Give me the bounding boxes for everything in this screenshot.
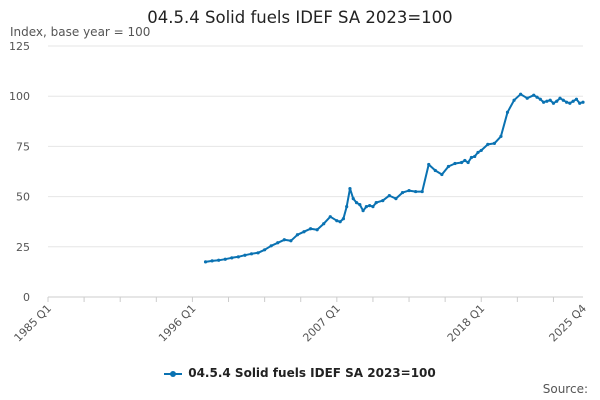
data-point [433, 168, 437, 173]
data-point [459, 160, 464, 165]
data-point [499, 134, 503, 138]
data-point [338, 220, 342, 224]
x-tick-label: 2007 Q1 [300, 302, 343, 345]
y-axis: 0 25 50 75 100 125 [9, 40, 30, 304]
data-point [542, 100, 546, 104]
data-point [446, 164, 451, 169]
data-point [545, 99, 549, 103]
x-tick-label: 2025 Q4 [547, 302, 590, 345]
data-point [289, 239, 293, 243]
data-point [453, 161, 457, 166]
x-tick-label: 1985 Q1 [12, 302, 55, 345]
data-point [532, 93, 536, 97]
y-tick-label: 75 [16, 140, 30, 153]
data-point [371, 205, 375, 209]
series-layer [203, 92, 585, 264]
data-point [381, 199, 385, 203]
data-point [519, 92, 523, 96]
data-point [427, 162, 431, 167]
data-point [525, 96, 529, 100]
data-point [351, 197, 355, 201]
source-label: Source: [542, 382, 588, 396]
legend[interactable]: 04.5.4 Solid fuels IDEF SA 2023=100 [0, 366, 600, 380]
data-point [535, 95, 539, 99]
data-point [203, 260, 208, 264]
chart-title: 04.5.4 Solid fuels IDEF SA 2023=100 [147, 8, 453, 27]
data-point [486, 142, 490, 146]
data-point [243, 253, 247, 257]
y-axis-label: Index, base year = 100 [10, 25, 151, 39]
data-point [473, 154, 477, 159]
data-point [335, 219, 339, 223]
y-tick-label: 50 [16, 191, 30, 204]
data-point [548, 98, 552, 102]
data-point [361, 209, 365, 213]
data-point [463, 158, 467, 163]
grid-lines [48, 45, 583, 248]
data-point [345, 205, 349, 209]
series-line [205, 93, 584, 263]
data-point [230, 256, 234, 260]
data-point [512, 98, 516, 102]
data-point [581, 100, 585, 104]
data-point [223, 257, 227, 261]
data-point [571, 99, 575, 103]
data-point [578, 101, 582, 105]
data-point [420, 189, 424, 194]
data-point [564, 100, 569, 104]
data-point [466, 160, 470, 165]
data-point [368, 204, 372, 208]
data-point [302, 230, 306, 234]
data-point [407, 188, 411, 193]
data-point [374, 201, 378, 205]
y-tick-label: 100 [9, 90, 30, 103]
data-point [282, 238, 286, 242]
data-point [492, 141, 496, 145]
data-point [348, 186, 352, 191]
data-point [354, 201, 359, 205]
data-point [440, 172, 444, 177]
data-point [414, 189, 418, 194]
legend-item-label: 04.5.4 Solid fuels IDEF SA 2023=100 [188, 366, 436, 380]
data-point [269, 244, 273, 248]
data-point [568, 101, 572, 105]
data-point [256, 251, 260, 255]
x-tick-label: 2018 Q1 [445, 302, 488, 345]
data-point [236, 255, 240, 259]
x-tick-label: 1996 Q1 [156, 302, 199, 345]
data-point [561, 98, 565, 102]
data-point [574, 97, 579, 101]
data-point [555, 99, 559, 103]
data-point [387, 193, 391, 198]
y-tick-label: 125 [9, 40, 30, 53]
data-point [276, 241, 280, 245]
data-point [308, 227, 313, 231]
data-point [210, 259, 214, 263]
data-point [249, 252, 254, 256]
data-point [505, 110, 510, 114]
data-point [295, 233, 300, 237]
y-tick-label: 25 [16, 241, 30, 254]
data-point [364, 205, 368, 209]
data-point [479, 148, 483, 153]
data-point [341, 217, 345, 221]
x-axis [47, 296, 583, 302]
data-point [469, 155, 474, 160]
data-point [394, 197, 398, 201]
data-point [476, 150, 480, 155]
data-point [328, 215, 332, 219]
data-point [217, 258, 221, 262]
data-point [263, 248, 267, 252]
x-tick-labels: 1985 Q1 1996 Q1 2007 Q1 2018 Q1 2025 Q4 [12, 302, 590, 345]
data-point [358, 203, 362, 207]
data-point [322, 222, 326, 226]
data-point [538, 97, 542, 101]
data-point [400, 190, 405, 195]
legend-line-marker-icon [164, 369, 183, 379]
data-point [551, 101, 556, 105]
y-tick-label: 0 [23, 291, 30, 304]
data-point [558, 96, 562, 100]
data-point [315, 228, 319, 232]
